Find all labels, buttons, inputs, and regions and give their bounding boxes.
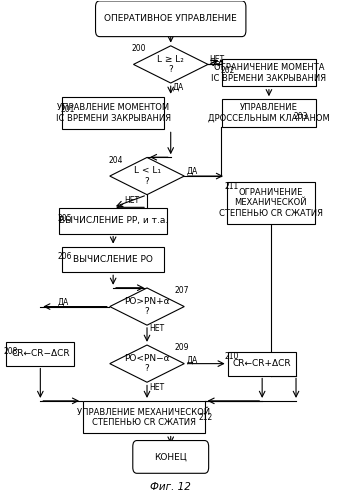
FancyBboxPatch shape: [7, 342, 74, 366]
Text: 209: 209: [174, 343, 189, 352]
Text: 201: 201: [61, 105, 75, 114]
Text: 207: 207: [174, 286, 189, 295]
Text: 206: 206: [57, 252, 72, 261]
FancyBboxPatch shape: [62, 247, 164, 272]
Text: УПРАВЛЕНИЕ МОМЕНТОМ
IС ВРЕМЕНИ ЗАКРЫВАНИЯ: УПРАВЛЕНИЕ МОМЕНТОМ IС ВРЕМЕНИ ЗАКРЫВАНИ…: [56, 103, 171, 123]
Text: ВЫЧИСЛЕНИЕ PP, и т.а.: ВЫЧИСЛЕНИЕ PP, и т.а.: [58, 216, 168, 225]
Text: PO<PN−α
?: PO<PN−α ?: [124, 354, 170, 373]
Text: 208: 208: [3, 347, 17, 356]
Text: КОНЕЦ: КОНЕЦ: [154, 453, 187, 462]
Polygon shape: [134, 46, 208, 83]
Text: 210: 210: [224, 352, 239, 361]
Text: ДА: ДА: [186, 355, 198, 364]
Text: НЕТ: НЕТ: [210, 55, 225, 64]
Polygon shape: [110, 158, 184, 195]
Text: 200: 200: [132, 44, 146, 53]
Text: 212: 212: [199, 413, 213, 422]
Polygon shape: [110, 288, 184, 325]
Text: 203: 203: [293, 112, 308, 121]
Text: 204: 204: [108, 156, 122, 165]
Text: ОПЕРАТИВНОЕ УПРАВЛЕНИЕ: ОПЕРАТИВНОЕ УПРАВЛЕНИЕ: [104, 14, 237, 23]
FancyBboxPatch shape: [95, 1, 246, 36]
Text: ДА: ДА: [57, 298, 69, 307]
FancyBboxPatch shape: [221, 99, 316, 127]
FancyBboxPatch shape: [62, 97, 164, 129]
Text: НЕТ: НЕТ: [149, 383, 164, 392]
Text: ОГРАНИЧЕНИЕ
МЕХАНИЧЕСКОЙ
СТЕПЕНЬЮ CR СЖАТИЯ: ОГРАНИЧЕНИЕ МЕХАНИЧЕСКОЙ СТЕПЕНЬЮ CR СЖА…: [219, 188, 322, 218]
Text: 202: 202: [221, 66, 235, 75]
Polygon shape: [110, 345, 184, 382]
Text: ДА: ДА: [186, 167, 198, 176]
Text: НЕТ: НЕТ: [124, 197, 139, 206]
FancyBboxPatch shape: [59, 208, 167, 234]
FancyBboxPatch shape: [133, 441, 209, 473]
Text: НЕТ: НЕТ: [149, 324, 164, 333]
Text: УПРАВЛЕНИЕ МЕХАНИЧЕСКОЙ
СТЕПЕНЬЮ CR СЖАТИЯ: УПРАВЛЕНИЕ МЕХАНИЧЕСКОЙ СТЕПЕНЬЮ CR СЖАТ…: [77, 408, 210, 427]
Text: ВЫЧИСЛЕНИЕ РО: ВЫЧИСЛЕНИЕ РО: [73, 255, 153, 264]
Text: ОГРАНИЧЕНИЕ МОМЕНТА
IС ВРЕМЕНИ ЗАКРЫВАНИЯ: ОГРАНИЧЕНИЕ МОМЕНТА IС ВРЕМЕНИ ЗАКРЫВАНИ…: [211, 63, 327, 82]
Text: Фиг. 12: Фиг. 12: [150, 482, 191, 492]
FancyBboxPatch shape: [83, 401, 204, 433]
FancyBboxPatch shape: [221, 59, 316, 86]
Text: PO>PN+α
?: PO>PN+α ?: [124, 297, 170, 316]
Text: 211: 211: [225, 182, 239, 191]
Text: CR←CR−ΔCR: CR←CR−ΔCR: [11, 349, 70, 358]
Text: L < L₁
?: L < L₁ ?: [134, 166, 161, 186]
Text: CR←CR+ΔCR: CR←CR+ΔCR: [233, 359, 291, 368]
FancyBboxPatch shape: [227, 182, 315, 224]
Text: L ≥ L₂
?: L ≥ L₂ ?: [157, 55, 184, 74]
FancyBboxPatch shape: [228, 352, 296, 376]
Text: 205: 205: [57, 214, 72, 223]
Text: ДА: ДА: [172, 83, 184, 92]
Text: УПРАВЛЕНИЕ
ДРОССЕЛЬНЫМ КЛАПАНОМ: УПРАВЛЕНИЕ ДРОССЕЛЬНЫМ КЛАПАНОМ: [208, 103, 330, 123]
